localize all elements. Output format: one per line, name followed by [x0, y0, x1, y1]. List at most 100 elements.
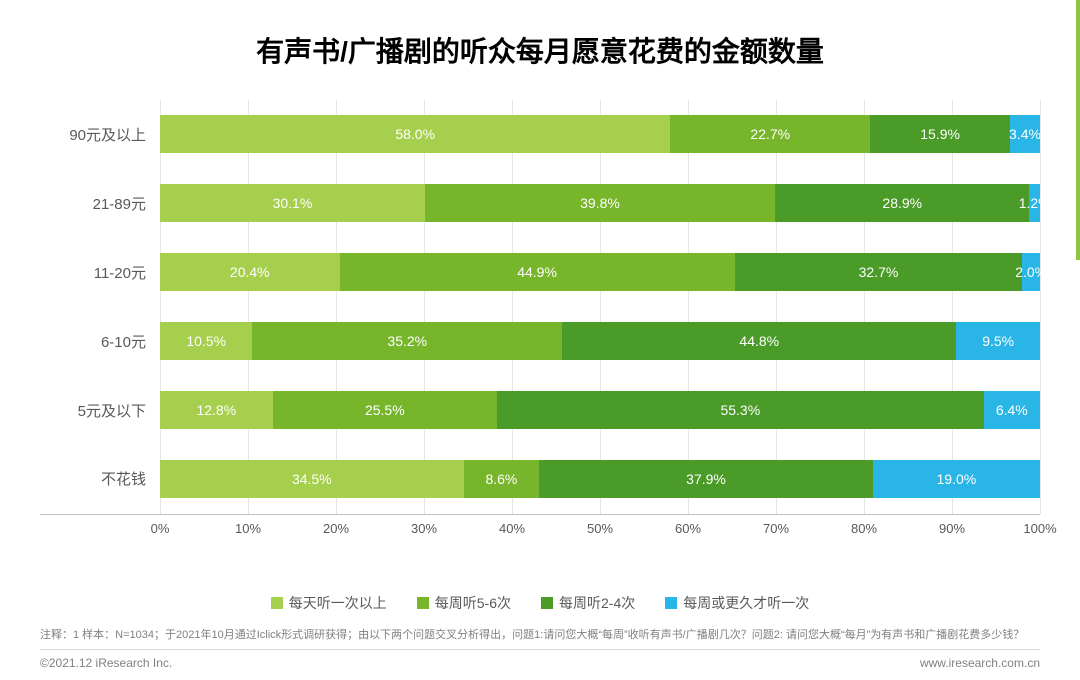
bar-segment: 44.9%: [340, 253, 735, 291]
legend-label: 每天听一次以上: [289, 593, 387, 613]
copyright: ©2021.12 iResearch Inc.: [40, 656, 172, 670]
legend-label: 每周听5-6次: [435, 593, 511, 613]
category-label: 21-89元: [40, 193, 160, 214]
bar-segment: 3.4%: [1010, 115, 1040, 153]
segment-value: 44.8%: [739, 333, 779, 349]
bar-segment: 58.0%: [160, 115, 670, 153]
bar-segment: 1.2%: [1029, 184, 1040, 222]
stacked-bar: 20.4% 44.9% 32.7% 2.0%: [160, 253, 1040, 291]
legend-item: 每周或更久才听一次: [665, 593, 809, 613]
bar-segment: 20.4%: [160, 253, 340, 291]
segment-value: 12.8%: [196, 402, 236, 418]
segment-value: 15.9%: [920, 126, 960, 142]
bar-row: 6-10元 10.5% 35.2% 44.8% 9.5%: [40, 317, 1040, 365]
segment-value: 28.9%: [882, 195, 922, 211]
footnote: 注释：1 样本：N=1034；于2021年10月通过Iclick形式调研获得；由…: [40, 627, 1040, 644]
chart-container: 有声书/广播剧的听众每月愿意花费的金额数量 90元及以上 58.0% 22.7% 15…: [0, 0, 1080, 680]
bar-row: 21-89元 30.1% 39.8% 28.9% 1.2%: [40, 179, 1040, 227]
segment-value: 8.6%: [485, 471, 517, 487]
bar-segment: 39.8%: [425, 184, 775, 222]
segment-value: 10.5%: [186, 333, 226, 349]
segment-value: 35.2%: [387, 333, 427, 349]
legend-item: 每周听5-6次: [417, 593, 511, 613]
category-label: 6-10元: [40, 331, 160, 352]
segment-value: 44.9%: [517, 264, 557, 280]
segment-value: 39.8%: [580, 195, 620, 211]
gridline: [1040, 100, 1041, 514]
x-tick-label: 100%: [1023, 521, 1056, 536]
segment-value: 19.0%: [937, 471, 977, 487]
x-tick-label: 90%: [939, 521, 965, 536]
legend: 每天听一次以上 每周听5-6次 每周听2-4次 每周或更久才听一次: [40, 593, 1040, 613]
segment-value: 34.5%: [292, 471, 332, 487]
segment-value: 3.4%: [1009, 126, 1041, 142]
stacked-bar: 58.0% 22.7% 15.9% 3.4%: [160, 115, 1040, 153]
x-tick-label: 0%: [151, 521, 170, 536]
bar-segment: 34.5%: [160, 460, 464, 498]
bar-segment: 15.9%: [870, 115, 1010, 153]
bar-segment: 22.7%: [670, 115, 870, 153]
segment-value: 58.0%: [395, 126, 435, 142]
legend-swatch: [541, 597, 553, 609]
stacked-bar: 34.5% 8.6% 37.9% 19.0%: [160, 460, 1040, 498]
chart-title: 有声书/广播剧的听众每月愿意花费的金额数量: [40, 30, 1040, 70]
category-label: 90元及以上: [40, 124, 160, 145]
bar-segment: 12.8%: [160, 391, 273, 429]
bar-segment: 44.8%: [562, 322, 956, 360]
x-tick-label: 20%: [323, 521, 349, 536]
segment-value: 20.4%: [230, 264, 270, 280]
segment-value: 25.5%: [365, 402, 405, 418]
stacked-bar: 10.5% 35.2% 44.8% 9.5%: [160, 322, 1040, 360]
bar-segment: 55.3%: [497, 391, 984, 429]
legend-swatch: [271, 597, 283, 609]
segment-value: 6.4%: [996, 402, 1028, 418]
legend-swatch: [417, 597, 429, 609]
stacked-bar: 12.8% 25.5% 55.3% 6.4%: [160, 391, 1040, 429]
x-tick-label: 30%: [411, 521, 437, 536]
footer: ©2021.12 iResearch Inc. www.iresearch.co…: [40, 649, 1040, 670]
accent-bar: [1076, 0, 1080, 260]
legend-item: 每天听一次以上: [271, 593, 387, 613]
bar-segment: 37.9%: [539, 460, 873, 498]
x-tick-label: 50%: [587, 521, 613, 536]
bar-row: 5元及以下 12.8% 25.5% 55.3% 6.4%: [40, 386, 1040, 434]
segment-value: 32.7%: [859, 264, 899, 280]
bar-segment: 25.5%: [273, 391, 497, 429]
legend-label: 每周或更久才听一次: [683, 593, 809, 613]
legend-swatch: [665, 597, 677, 609]
segment-value: 2.0%: [1015, 264, 1047, 280]
x-tick-label: 40%: [499, 521, 525, 536]
bar-row: 11-20元 20.4% 44.9% 32.7% 2.0%: [40, 248, 1040, 296]
segment-value: 22.7%: [750, 126, 790, 142]
bar-segment: 6.4%: [984, 391, 1040, 429]
segment-value: 30.1%: [273, 195, 313, 211]
x-tick-label: 80%: [851, 521, 877, 536]
bar-row: 不花钱 34.5% 8.6% 37.9% 19.0%: [40, 455, 1040, 503]
x-tick-label: 70%: [763, 521, 789, 536]
bar-segment: 10.5%: [160, 322, 252, 360]
source-url: www.iresearch.com.cn: [920, 656, 1040, 670]
bar-segment: 19.0%: [873, 460, 1040, 498]
segment-value: 1.2%: [1019, 195, 1051, 211]
bars-holder: 90元及以上 58.0% 22.7% 15.9% 3.4% 21-89元 30.1% 39.8…: [40, 100, 1040, 514]
legend-label: 每周听2-4次: [559, 593, 635, 613]
x-axis: 0%10%20%30%40%50%60%70%80%90%100%: [160, 521, 1040, 539]
legend-item: 每周听2-4次: [541, 593, 635, 613]
bar-segment: 2.0%: [1022, 253, 1040, 291]
bar-segment: 28.9%: [775, 184, 1029, 222]
stacked-bar: 30.1% 39.8% 28.9% 1.2%: [160, 184, 1040, 222]
x-tick-label: 60%: [675, 521, 701, 536]
category-label: 不花钱: [40, 468, 160, 489]
x-tick-label: 10%: [235, 521, 261, 536]
bar-segment: 32.7%: [735, 253, 1023, 291]
segment-value: 9.5%: [982, 333, 1014, 349]
category-label: 5元及以下: [40, 400, 160, 421]
bars-region: 90元及以上 58.0% 22.7% 15.9% 3.4% 21-89元 30.1% 39.8…: [40, 100, 1040, 515]
bar-row: 90元及以上 58.0% 22.7% 15.9% 3.4%: [40, 110, 1040, 158]
segment-value: 37.9%: [686, 471, 726, 487]
bar-segment: 9.5%: [956, 322, 1040, 360]
bar-segment: 35.2%: [252, 322, 562, 360]
chart-area: 90元及以上 58.0% 22.7% 15.9% 3.4% 21-89元 30.1% 39.8…: [40, 100, 1040, 579]
category-label: 11-20元: [40, 262, 160, 283]
segment-value: 55.3%: [720, 402, 760, 418]
